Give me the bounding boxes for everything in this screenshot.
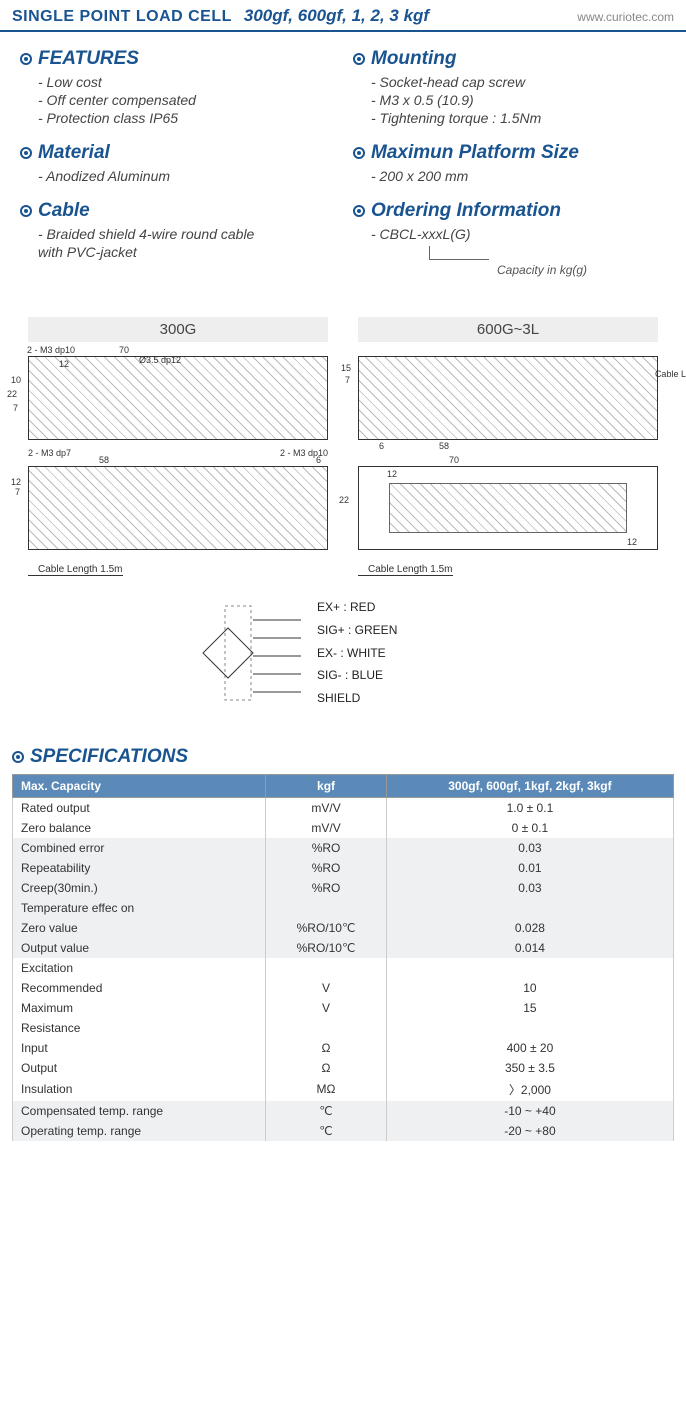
table-row: Excitation (13, 958, 674, 978)
right-column: Mounting - Socket-head cap screw - M3 x 0.… (353, 48, 666, 293)
cable-note-left: Cable Length 1.5m (28, 564, 123, 576)
section-item: - CBCL-xxxL(G) (371, 226, 666, 242)
section-item: - M3 x 0.5 (10.9) (371, 92, 666, 108)
section: Ordering Information - CBCL-xxxL(G) Capaci… (353, 200, 666, 277)
section-heading: FEATURES (20, 48, 333, 70)
table-row: Compensated temp. range℃-10 ~ +40 (13, 1101, 674, 1121)
wiring-line: EX- : WHITE (317, 642, 397, 665)
section: FEATURES - Low cost - Off center compensat… (20, 48, 333, 126)
table-row: InputΩ400 ± 20 (13, 1038, 674, 1058)
bullet-icon (20, 147, 32, 159)
table-row: Rated outputmV/V1.0 ± 0.1 (13, 797, 674, 818)
header-url: www.curiotec.com (577, 10, 674, 24)
cable-note-right: Cable Length 1.5m (358, 564, 453, 576)
section-item: - Braided shield 4-wire round cable (38, 226, 333, 242)
table-row: InsulationMΩ〉2,000 (13, 1078, 674, 1101)
wiring-line: SHIELD (317, 687, 397, 710)
wiring-list: EX+ : REDSIG+ : GREENEX- : WHITESIG- : B… (317, 596, 397, 710)
table-row: Output value%RO/10℃0.014 (13, 938, 674, 958)
page-header: SINGLE POINT LOAD CELL 300gf, 600gf, 1, … (0, 0, 686, 32)
table-row: Operating temp. range℃-20 ~ +80 (13, 1121, 674, 1141)
section-item: - Tightening torque : 1.5Nm (371, 110, 666, 126)
section-heading: Mounting (353, 48, 666, 70)
bullet-icon (353, 53, 365, 65)
bullet-icon (20, 53, 32, 65)
section-item: with PVC-jacket (38, 244, 333, 260)
bridge-icon (173, 598, 303, 708)
table-row: Zero balancemV/V0 ± 0.1 (13, 818, 674, 838)
diagram-label-300g: 300G (28, 317, 328, 342)
bullet-icon (353, 205, 365, 217)
diagram-row: 300G 2 - M3 dp10 70 12 Ø3.5 dp12 10 22 7… (20, 317, 666, 576)
diagram-300g: 300G 2 - M3 dp10 70 12 Ø3.5 dp12 10 22 7… (28, 317, 328, 576)
table-row: OutputΩ350 ± 3.5 (13, 1058, 674, 1078)
diagram-600g: 600G~3L 15 7 6 58 Cable Length 1.5m 70 1… (358, 317, 658, 576)
bullet-icon (20, 205, 32, 217)
wiring-line: EX+ : RED (317, 596, 397, 619)
section-item: - 200 x 200 mm (371, 168, 666, 184)
section-item: - Anodized Aluminum (38, 168, 333, 184)
table-row: RecommendedV10 (13, 978, 674, 998)
section: Mounting - Socket-head cap screw - M3 x 0.… (353, 48, 666, 126)
diagram-label-600g: 600G~3L (358, 317, 658, 342)
bullet-icon (12, 751, 24, 763)
specs-heading: SPECIFICATIONS (12, 746, 686, 768)
ordering-annotation: Capacity in kg(g) (377, 246, 666, 277)
section-item: - Socket-head cap screw (371, 74, 666, 90)
header-title: SINGLE POINT LOAD CELL (12, 8, 232, 26)
section-heading: Cable (20, 200, 333, 222)
section: Cable - Braided shield 4-wire round cable… (20, 200, 333, 260)
section: Maximun Platform Size - 200 x 200 mm (353, 142, 666, 184)
spec-th-val: 300gf, 600gf, 1kgf, 2kgf, 3kgf (386, 774, 673, 797)
spec-table: Max. Capacity kgf 300gf, 600gf, 1kgf, 2k… (12, 774, 674, 1141)
section-item: - Off center compensated (38, 92, 333, 108)
table-row: Combined error%RO0.03 (13, 838, 674, 858)
left-column: FEATURES - Low cost - Off center compensat… (20, 48, 333, 293)
wiring-line: SIG- : BLUE (317, 664, 397, 687)
wiring-diagram: EX+ : REDSIG+ : GREENEX- : WHITESIG- : B… (173, 596, 513, 710)
section-heading: Maximun Platform Size (353, 142, 666, 164)
section-item: - Low cost (38, 74, 333, 90)
bullet-icon (353, 147, 365, 159)
spec-th-unit: kgf (266, 774, 387, 797)
table-row: Creep(30min.)%RO0.03 (13, 878, 674, 898)
section-heading: Material (20, 142, 333, 164)
table-row: MaximumV15 (13, 998, 674, 1018)
table-row: Resistance (13, 1018, 674, 1038)
table-row: Repeatability%RO0.01 (13, 858, 674, 878)
table-row: Temperature effec on (13, 898, 674, 918)
section: Material - Anodized Aluminum (20, 142, 333, 184)
section-heading: Ordering Information (353, 200, 666, 222)
content: FEATURES - Low cost - Off center compensat… (0, 32, 686, 736)
spec-th-label: Max. Capacity (13, 774, 266, 797)
section-item: - Protection class IP65 (38, 110, 333, 126)
header-subtitle: 300gf, 600gf, 1, 2, 3 kgf (244, 6, 565, 26)
table-row: Zero value%RO/10℃0.028 (13, 918, 674, 938)
wiring-line: SIG+ : GREEN (317, 619, 397, 642)
